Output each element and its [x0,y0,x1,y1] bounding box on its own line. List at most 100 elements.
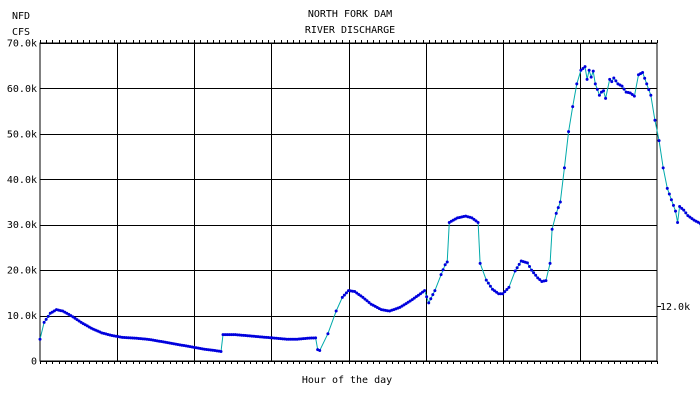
data-point [507,285,511,289]
data-point [645,82,649,86]
data-point [223,333,227,337]
data-point [42,320,46,324]
data-point [620,84,624,88]
data-point [597,93,601,97]
data-point [688,215,692,219]
data-point [532,271,536,275]
data-point [484,278,488,282]
data-point [686,214,690,218]
data-point [340,295,344,299]
data-point [649,93,653,97]
data-point [667,192,671,196]
data-point [632,94,636,98]
plot-area [39,42,658,362]
data-point [630,93,634,97]
y-tick-label: 50.0k [7,129,37,140]
data-point [445,260,449,264]
data-point [587,68,591,72]
y-tick-label: 30.0k [7,220,37,231]
series-discharge [38,65,700,353]
axis-ticks [40,40,658,364]
data-point [221,333,225,337]
data-point [676,220,680,224]
data-point [344,291,348,295]
y-tick-label: 60.0k [7,84,37,95]
data-point [365,299,369,303]
data-point [287,337,291,341]
data-point [474,219,478,223]
data-point [499,292,503,296]
data-point [641,71,645,75]
data-point [653,118,657,122]
last-value-label: 12.0k [660,302,690,313]
data-point [472,217,476,221]
data-point [550,227,554,231]
data-point [429,297,433,301]
data-point [536,276,540,280]
data-point [38,337,42,341]
data-point [513,269,517,273]
data-point [671,203,675,207]
y-tick-label: 40.0k [7,175,37,186]
data-point [493,289,497,293]
chart-title: NORTH FORK DAM [308,9,392,20]
data-point [285,337,289,341]
data-point [657,139,661,143]
data-point [595,87,599,91]
data-point [219,349,223,353]
data-point [441,268,445,272]
data-point [571,105,575,109]
data-point [612,76,616,80]
data-point [680,206,684,210]
data-point [575,82,579,86]
data-point [678,205,682,209]
data-point [554,211,558,215]
data-point [682,208,686,212]
data-point [579,68,583,72]
data-point [591,69,595,73]
data-point [363,297,367,301]
y-tick-label: 70.0k [7,39,37,50]
data-point [44,317,48,321]
data-point [495,290,499,294]
data-point [431,293,435,297]
data-point [530,268,534,272]
data-point [486,281,490,285]
data-point [443,263,447,267]
data-point [227,333,231,337]
data-point [326,332,330,336]
data-point [517,262,521,266]
data-point [581,66,585,70]
data-point [556,206,560,210]
data-point [505,288,509,292]
data-point [684,211,688,215]
data-point [488,284,492,288]
data-point [427,301,431,305]
data-point [367,301,371,305]
data-point [610,80,614,84]
data-point [361,295,365,299]
data-point [661,166,665,170]
data-point [527,265,531,269]
data-point [548,261,552,265]
data-point [231,333,235,337]
data-point [690,217,694,221]
data-point [583,65,587,69]
data-point [538,278,542,282]
data-point [503,290,507,294]
data-point [334,309,338,313]
data-point [602,89,606,93]
y-axis-unit-label: CFS [12,27,30,38]
data-point [589,75,593,79]
data-point [647,88,651,92]
data-point [225,333,229,337]
data-point [515,266,519,270]
data-point [291,337,295,341]
data-point [423,289,427,293]
data-point [593,82,597,86]
chart-subtitle: RIVER DISCHARGE [305,25,395,36]
data-point [501,292,505,296]
data-point [674,209,678,213]
data-point [534,273,538,277]
